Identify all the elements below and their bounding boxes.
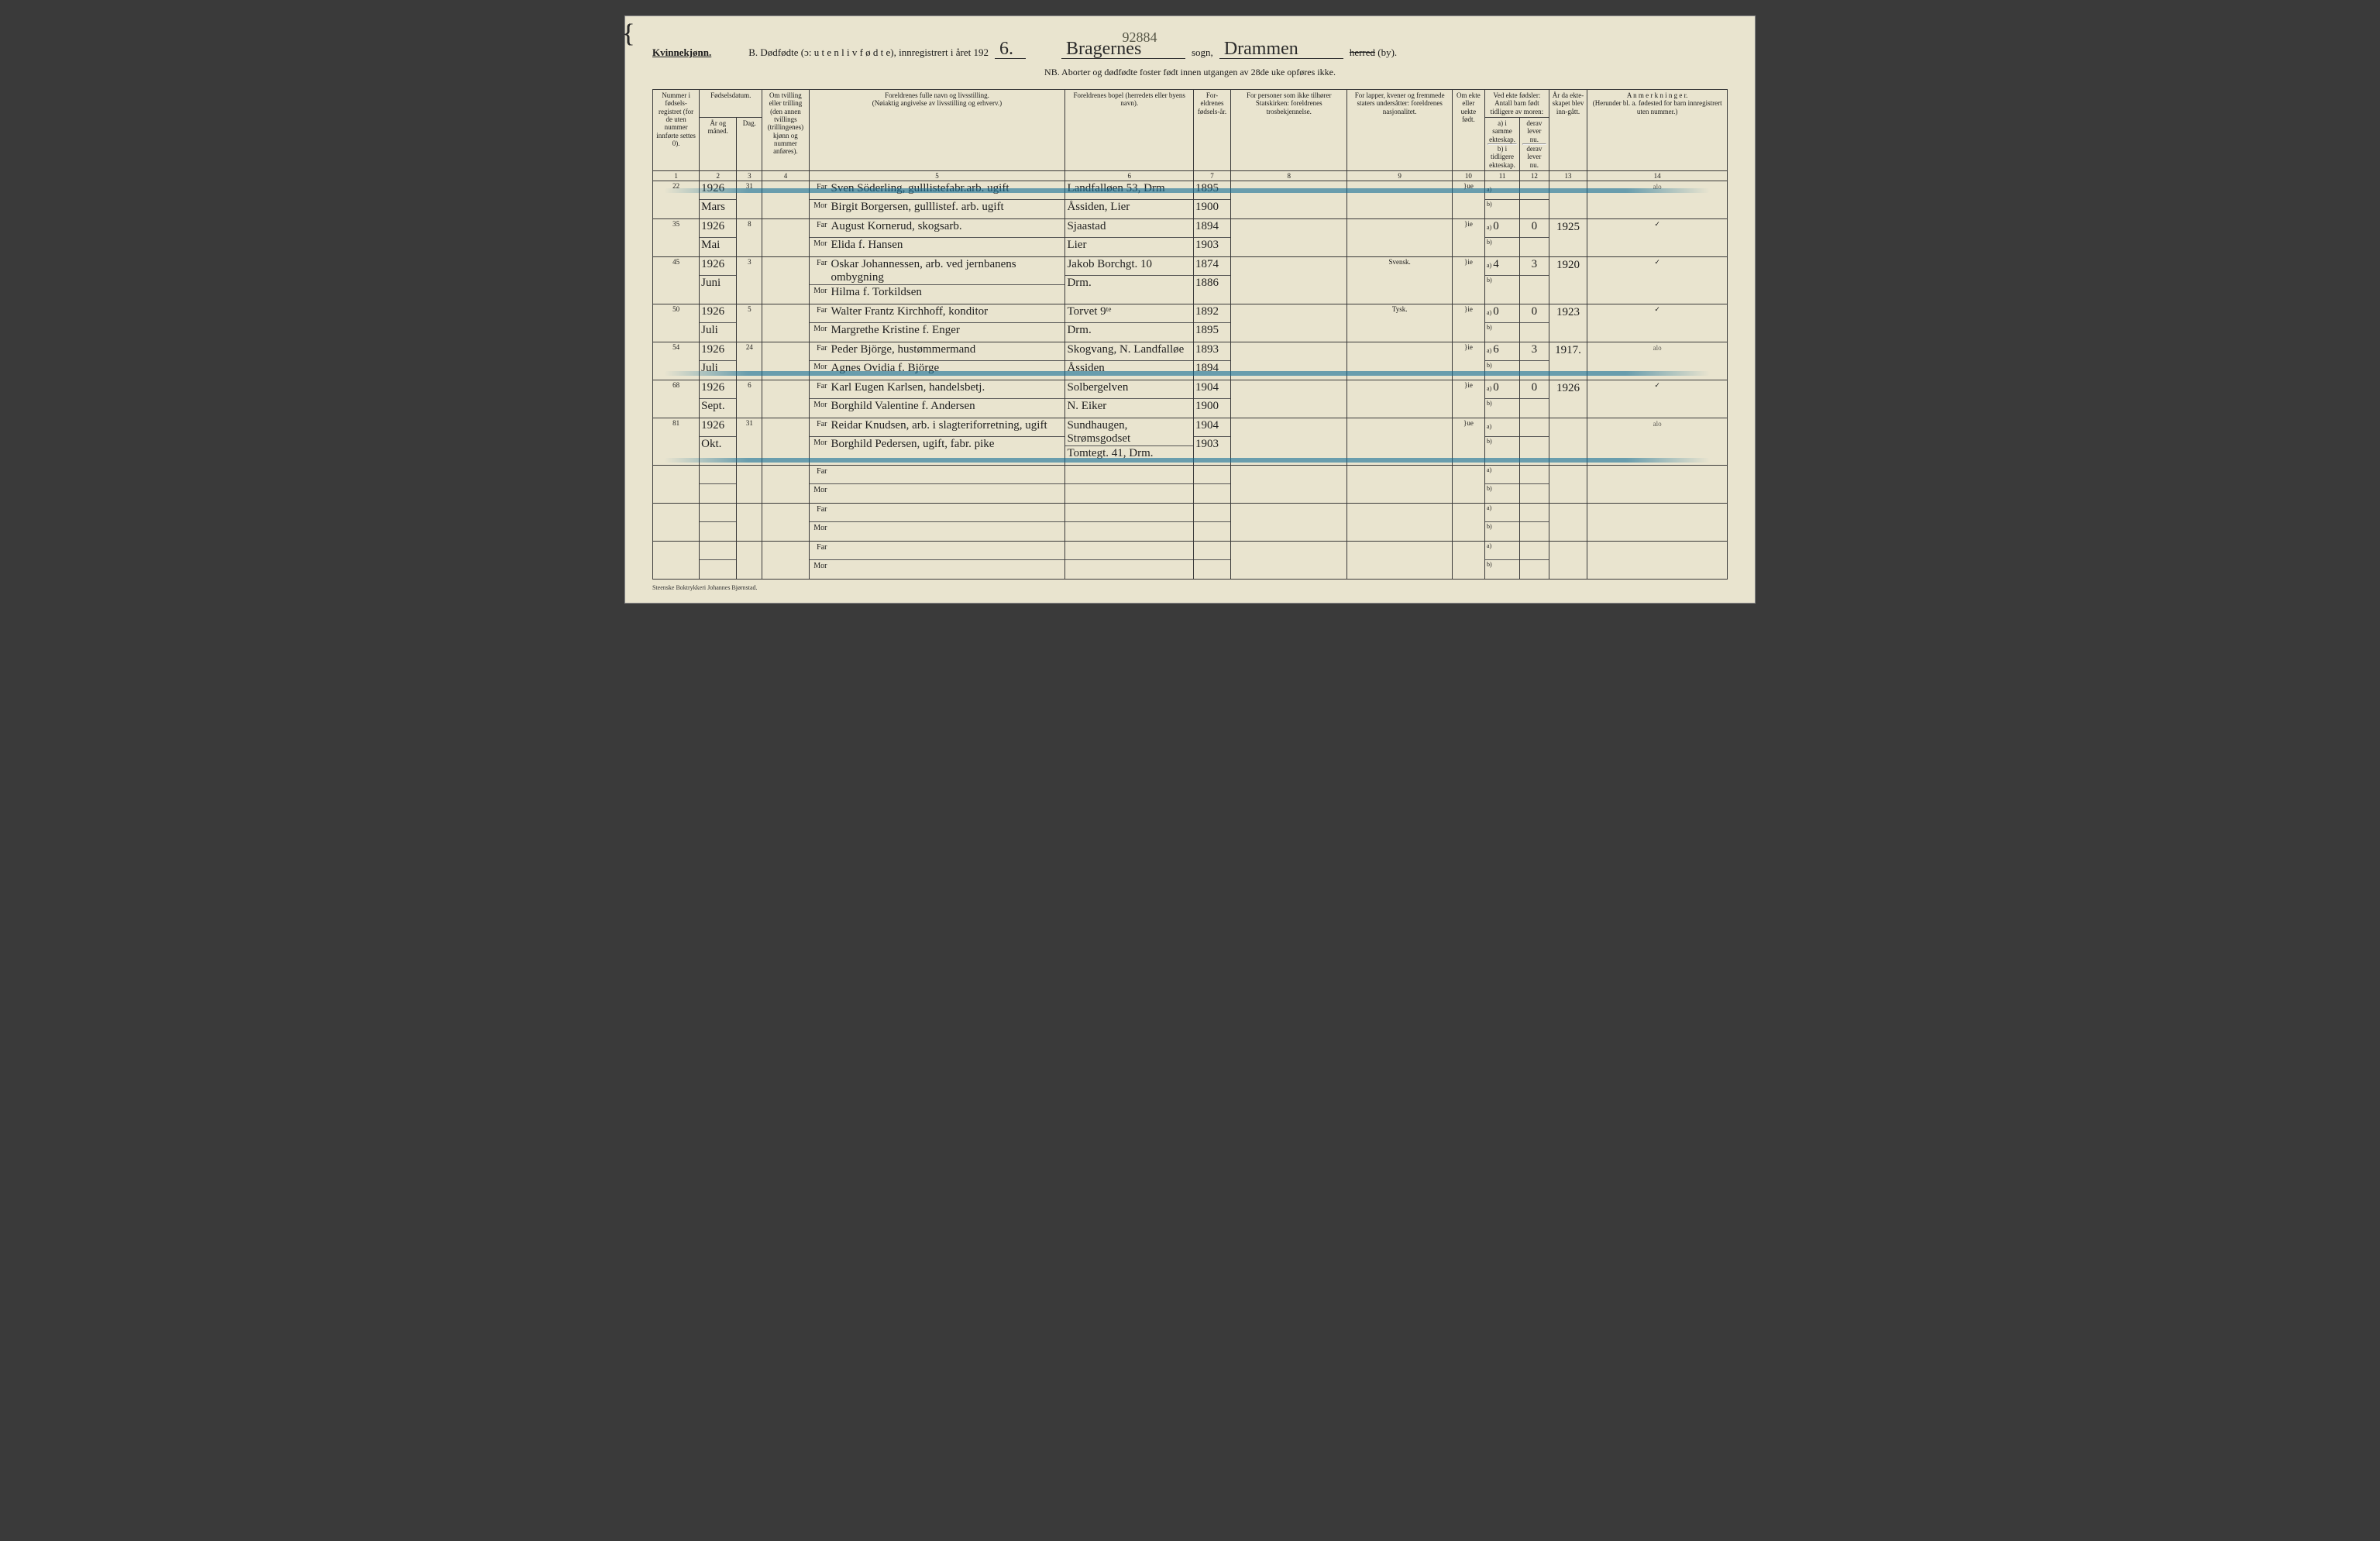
annotation-mark: ✓ [1587,219,1728,257]
table-header: Nummer i fødsels-registret (for de uten … [653,90,1728,181]
col-11b-head: derav lever nu.derav lever nu. [1520,118,1549,171]
table-row: 351926Mai8 {FarAugust Kornerud, skogsarb… [653,219,1728,257]
herred-label: herred (by). [1350,46,1397,59]
col-5-head: Foreldrenes fulle navn og livsstilling. … [809,90,1065,171]
annotation-mark: ✓ [1587,380,1728,418]
col-11a-head: a) i samme ekteskap.b) i tidligere ektes… [1484,118,1519,171]
col-9-head: For lapper, kvener og fremmede staters u… [1347,90,1452,171]
table-row: 541926Juli24 {FarPeder Björge, hustømmer… [653,342,1728,380]
pencil-annotation: 92884 [1123,30,1157,46]
table-row: 501926Juli5 {FarWalter Frantz Kirchhoff,… [653,304,1728,342]
column-numbers: 1 2 3 4 5 6 7 8 9 10 11 12 13 14 [653,171,1728,181]
annotation-mark: alo [1587,342,1728,380]
sogn-label: sogn, [1192,46,1213,59]
year-fill: 6. [995,40,1026,59]
table-row: {FarMora)b) [653,542,1728,580]
table-row: {FarMora)b) [653,466,1728,504]
table-row: {FarMora)b) [653,504,1728,542]
col-2a-head: År og måned. [700,118,737,171]
col-14-head: A n m e r k n i n g e r. (Herunder bl. a… [1587,90,1728,171]
table-body: 221926Mars31 {FarSven Söderling, gulllis… [653,181,1728,580]
table-row: 811926Okt.31 {FarReidar Knudsen, arb. i … [653,418,1728,466]
col-4-head: Om tvilling eller trilling (den annen tv… [762,90,809,171]
col-1-head: Nummer i fødsels-registret (for de uten … [653,90,700,171]
table-row: 681926Sept.6 {FarKarl Eugen Karlsen, han… [653,380,1728,418]
col-11-head-top: Ved ekte fødsler: Antall barn født tidli… [1484,90,1549,118]
table-row: 221926Mars31 {FarSven Söderling, gulllis… [653,181,1728,219]
col-7-head: For-eldrenes fødsels-år. [1193,90,1230,171]
register-table: Nummer i fødsels-registret (for de uten … [652,89,1728,580]
annotation-mark: ✓ [1587,257,1728,304]
annotation-mark: alo [1587,181,1728,219]
col-2-head-top: Fødselsdatum. [700,90,762,118]
herred-fill: Drammen [1219,40,1343,59]
document-page: 92884 Kvinnekjønn. B. Dødfødte (ɔ: u t e… [624,15,1756,604]
form-title: B. Dødfødte (ɔ: u t e n l i v f ø d t e)… [748,46,989,59]
col-6-head: Foreldrenes bopel (herredets eller byens… [1065,90,1193,171]
table-row: 451926Juni3 {FarOskar Johannessen, arb. … [653,257,1728,304]
printer-footer: Steenske Boktrykkeri Johannes Bjørnstad. [652,584,1728,591]
col-13-head: År da ekte-skapet blev inn-gått. [1549,90,1587,171]
annotation-mark: alo [1587,418,1728,466]
col-2b-head: Dag. [737,118,762,171]
gender-label: Kvinnekjønn. [652,46,711,59]
header-line: Kvinnekjønn. B. Dødfødte (ɔ: u t e n l i… [652,40,1728,59]
col-8-head: For personer som ikke tilhører Statskirk… [1231,90,1347,171]
col-10-head: Om ekte eller uekte født. [1452,90,1484,171]
nb-note: NB. Aborter og dødfødte foster født inne… [652,67,1728,78]
annotation-mark: ✓ [1587,304,1728,342]
